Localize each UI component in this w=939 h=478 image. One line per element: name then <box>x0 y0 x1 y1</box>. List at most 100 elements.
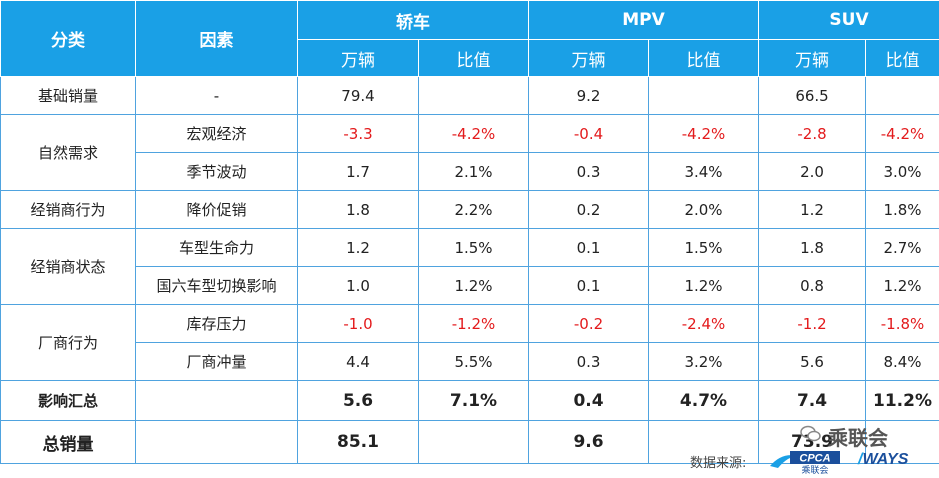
cell-value: 1.5% <box>418 228 529 267</box>
row-category: 自然需求 <box>0 114 136 191</box>
cell-value: -1.2% <box>418 304 529 343</box>
table-row: 经销商状态 车型生命力 1.2 1.5% 0.1 1.5% 1.8 2.7% <box>0 228 939 305</box>
cell-value: 0.2 <box>528 190 649 229</box>
cell-value: 11.2% <box>865 380 939 421</box>
cell-value: 0.3 <box>528 152 649 191</box>
header-unit: 万辆 <box>297 39 419 77</box>
row-factor: - <box>135 76 298 115</box>
sales-factor-table: 分类 因素 轿车 MPV SUV 万辆 比值 万辆 比值 万辆 比值 基础销量 … <box>0 0 939 464</box>
cell-value: 1.7 <box>297 152 419 191</box>
row-category: 总销量 <box>0 420 136 464</box>
cell-value: 1.2 <box>297 228 419 267</box>
cell-value: 2.1% <box>418 152 529 191</box>
row-category: 影响汇总 <box>0 380 136 421</box>
cell-value: 1.5% <box>647 228 760 267</box>
cell-value <box>418 420 529 464</box>
cell-value: 0.4 <box>528 380 649 421</box>
ways-slash-icon: / <box>858 451 863 468</box>
row-factor: 降价促销 <box>135 190 298 229</box>
cell-value: 7.1% <box>418 380 529 421</box>
cell-value: 5.6 <box>758 342 867 381</box>
cell-value <box>865 76 939 115</box>
cell-value <box>865 420 939 464</box>
cell-value: 4.7% <box>647 380 760 421</box>
wechat-icon <box>800 425 821 442</box>
cell-value: -2.4% <box>647 304 760 343</box>
row-factor: 车型生命力 <box>135 228 298 267</box>
cell-value: 1.0 <box>297 266 419 305</box>
cell-value: -4.2% <box>418 114 529 153</box>
cell-value: 0.8 <box>758 266 867 305</box>
cell-value: -2.8 <box>758 114 867 153</box>
table-row: 季节波动 1.7 2.1% 0.3 3.4% 2.0 3.0% <box>1 152 939 191</box>
cell-value: 7.4 <box>758 380 867 421</box>
header-group-mpv: MPV <box>527 0 760 40</box>
cell-value: 3.0% <box>865 152 939 191</box>
header-group-sedan: 轿车 <box>297 0 529 40</box>
cell-value: 66.5 <box>758 76 867 115</box>
ways-logo: /WAYS <box>858 451 908 469</box>
cell-value: 5.5% <box>418 342 529 381</box>
row-factor-empty <box>135 380 298 421</box>
cell-value <box>647 76 760 115</box>
source-footer: 数据来源: CPCA 乘联会 /WAYS <box>0 448 939 478</box>
cell-value: 1.8 <box>297 190 419 229</box>
cell-value: 79.4 <box>297 76 419 115</box>
summary-row: 影响汇总 5.6 7.1% 0.4 4.7% 7.4 11.2% <box>0 380 939 421</box>
header-unit: 比值 <box>418 39 529 77</box>
cell-value: 1.2% <box>418 266 529 305</box>
cell-value <box>418 76 529 115</box>
cell-value: 5.6 <box>297 380 419 421</box>
cell-value: 1.8% <box>865 190 939 229</box>
cell-value: -4.2% <box>865 114 939 153</box>
row-factor: 季节波动 <box>135 152 298 191</box>
table-row: 经销商行为 降价促销 1.8 2.2% 0.2 2.0% 1.2 1.8% <box>0 190 939 229</box>
row-category: 厂商行为 <box>0 304 136 381</box>
watermark: 乘联会 <box>828 426 888 450</box>
cpca-logo-icon: CPCA 乘联会 <box>770 451 840 474</box>
cell-value: -1.0 <box>297 304 419 343</box>
cell-value: -0.2 <box>528 304 649 343</box>
header-group-suv: SUV <box>758 0 939 40</box>
cell-value: 9.2 <box>528 76 649 115</box>
row-factor: 厂商冲量 <box>135 342 298 381</box>
cell-value: 1.2 <box>758 190 867 229</box>
header-unit: 比值 <box>647 39 760 77</box>
cell-value: 2.2% <box>418 190 529 229</box>
cell-value: 2.7% <box>865 228 939 267</box>
header-unit: 万辆 <box>528 39 649 77</box>
row-category: 基础销量 <box>0 76 136 115</box>
header-unit: 比值 <box>865 39 939 77</box>
table-row: 厂商冲量 4.4 5.5% 0.3 3.2% 5.6 8.4% <box>1 342 939 381</box>
cell-value: -4.2% <box>647 114 760 153</box>
cell-value: -1.2 <box>758 304 867 343</box>
cell-value: 1.8 <box>758 228 867 267</box>
cell-value: 9.6 <box>528 420 649 464</box>
cpca-logo-subtext: 乘联会 <box>801 464 828 474</box>
cell-value: 1.2% <box>865 266 939 305</box>
cell-value: 4.4 <box>297 342 419 381</box>
table-row: 厂商行为 库存压力 -1.0 -1.2% -0.2 -2.4% -1.2 -1.… <box>0 304 939 381</box>
cell-value: 85.1 <box>297 420 419 464</box>
row-factor-empty <box>135 420 298 464</box>
header-unit: 万辆 <box>758 39 867 77</box>
cell-value: 0.3 <box>528 342 649 381</box>
total-row: 总销量 85.1 9.6 73.9 <box>0 420 939 464</box>
cpca-logo-text: CPCA <box>799 453 830 465</box>
table-row: 自然需求 宏观经济 -3.3 -4.2% -0.4 -4.2% -2.8 -4.… <box>0 114 939 191</box>
source-label: 数据来源: <box>690 456 747 471</box>
ways-logo-text: WAYS <box>862 451 909 468</box>
table-row: 基础销量 - 79.4 9.2 66.5 <box>0 76 939 115</box>
cell-value: -3.3 <box>297 114 419 153</box>
cell-value: 2.0 <box>758 152 867 191</box>
cell-value <box>647 420 760 464</box>
cell-value: 1.2% <box>647 266 760 305</box>
cell-value: 3.2% <box>647 342 760 381</box>
cell-value: 3.4% <box>647 152 760 191</box>
row-factor: 国六车型切换影响 <box>135 266 298 305</box>
table-row: 国六车型切换影响 1.0 1.2% 0.1 1.2% 0.8 1.2% <box>1 266 939 305</box>
cell-value: 0.1 <box>528 228 649 267</box>
row-factor: 库存压力 <box>135 304 298 343</box>
row-category: 经销商状态 <box>0 228 136 305</box>
cell-value: -1.8% <box>865 304 939 343</box>
